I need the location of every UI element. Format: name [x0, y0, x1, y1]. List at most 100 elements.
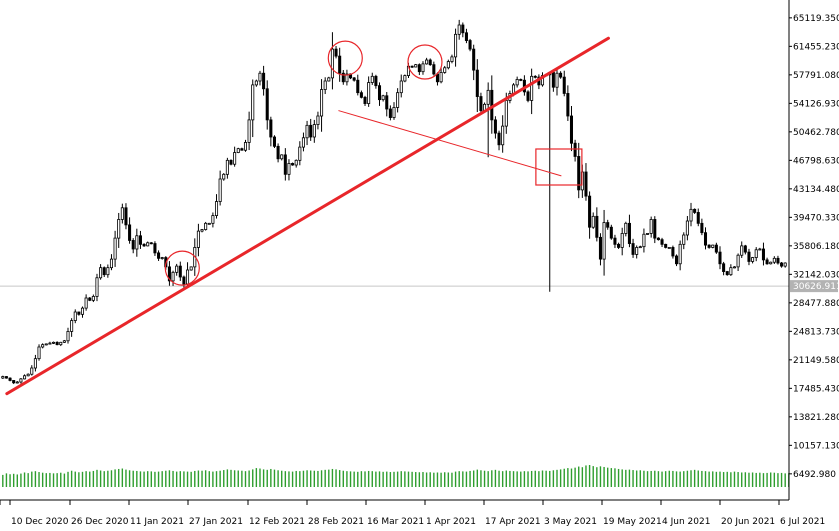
- volume-bar: [85, 471, 87, 487]
- candle-body: [345, 73, 349, 83]
- candle-body: [649, 219, 653, 234]
- candle-body: [135, 235, 139, 250]
- candle-body: [751, 257, 755, 262]
- candle: [374, 74, 378, 89]
- candle: [656, 237, 660, 241]
- candle-body: [432, 64, 436, 75]
- candle-body: [167, 266, 171, 282]
- candle: [15, 381, 19, 384]
- candle: [486, 82, 490, 158]
- volume-bar: [512, 471, 515, 487]
- volume-bar: [273, 469, 276, 487]
- candle: [533, 75, 537, 79]
- volume-bar: [697, 470, 699, 487]
- volume-bar: [708, 471, 710, 487]
- candle: [678, 240, 682, 271]
- candle: [780, 261, 784, 268]
- candle: [385, 91, 389, 117]
- candle: [522, 75, 526, 96]
- candle-body: [251, 84, 255, 121]
- candle: [613, 234, 617, 249]
- candle: [214, 194, 219, 219]
- candle-body: [783, 262, 787, 267]
- volume-histogram: [2, 465, 790, 487]
- candle-body: [526, 91, 530, 101]
- candle: [638, 245, 642, 249]
- candle: [135, 228, 139, 257]
- volume-bar: [574, 467, 576, 487]
- candle: [12, 380, 16, 385]
- volume-bar: [20, 473, 22, 487]
- volume-bar: [527, 471, 529, 487]
- candle: [309, 118, 313, 141]
- volume-bar: [367, 470, 370, 487]
- candle-body: [70, 320, 74, 332]
- candle-body: [624, 222, 628, 234]
- volume-bar: [585, 465, 587, 487]
- candle-body: [48, 342, 52, 345]
- candle-body: [414, 64, 418, 68]
- candle: [754, 247, 758, 262]
- candle: [693, 208, 697, 214]
- price-tick-label: 6492.980: [793, 470, 836, 480]
- candle-body: [262, 72, 266, 90]
- candle: [99, 264, 103, 280]
- candle-body: [128, 224, 132, 241]
- candle-body: [598, 236, 602, 260]
- price-tick-label: 32142.030: [793, 270, 839, 280]
- candle-body: [269, 119, 273, 138]
- candle-body: [359, 92, 363, 98]
- candle: [457, 19, 461, 40]
- candle: [8, 377, 12, 382]
- candle-body: [320, 89, 324, 117]
- volume-bar: [23, 472, 26, 487]
- candle: [388, 105, 392, 121]
- volume-bar: [277, 470, 279, 487]
- candle-body: [352, 77, 356, 81]
- candle-body: [291, 163, 295, 166]
- volume-bar: [429, 472, 431, 487]
- candle: [4, 376, 8, 379]
- candle-body: [91, 296, 95, 301]
- candle-body: [693, 208, 697, 213]
- candle: [718, 246, 722, 270]
- volume-bar: [425, 472, 428, 487]
- candle-body: [707, 244, 711, 248]
- volume-bar: [462, 471, 464, 487]
- candle: [178, 261, 182, 281]
- candle: [327, 76, 331, 82]
- candle-body: [276, 145, 280, 160]
- volume-bar: [302, 470, 305, 487]
- candle-body: [551, 72, 555, 88]
- candle: [149, 242, 153, 245]
- candle-body: [272, 136, 276, 147]
- candle: [55, 341, 59, 346]
- candle: [171, 270, 175, 286]
- candle-body: [341, 72, 345, 83]
- volume-bar: [607, 467, 609, 487]
- candle-body: [200, 229, 204, 232]
- candle-body: [443, 67, 447, 73]
- volume-bar: [396, 471, 399, 487]
- volume-bar: [52, 473, 55, 487]
- volume-bar: [262, 469, 265, 487]
- candle-body: [106, 267, 110, 276]
- candle: [537, 74, 541, 90]
- candle: [363, 95, 367, 106]
- price-tick-label: 43134.480: [793, 185, 839, 195]
- candle-body: [577, 156, 581, 191]
- candle-body: [367, 82, 371, 104]
- candle: [700, 218, 704, 236]
- candle: [189, 266, 193, 271]
- volume-bar: [389, 472, 392, 487]
- candle: [262, 65, 266, 96]
- candle-body: [671, 247, 675, 257]
- candle: [1, 375, 5, 379]
- candle-body: [457, 24, 461, 35]
- candle-body: [142, 243, 146, 247]
- candle: [475, 59, 479, 113]
- candle-body: [573, 142, 577, 157]
- candle: [138, 230, 142, 249]
- candle-body: [660, 239, 664, 245]
- candle: [301, 132, 305, 152]
